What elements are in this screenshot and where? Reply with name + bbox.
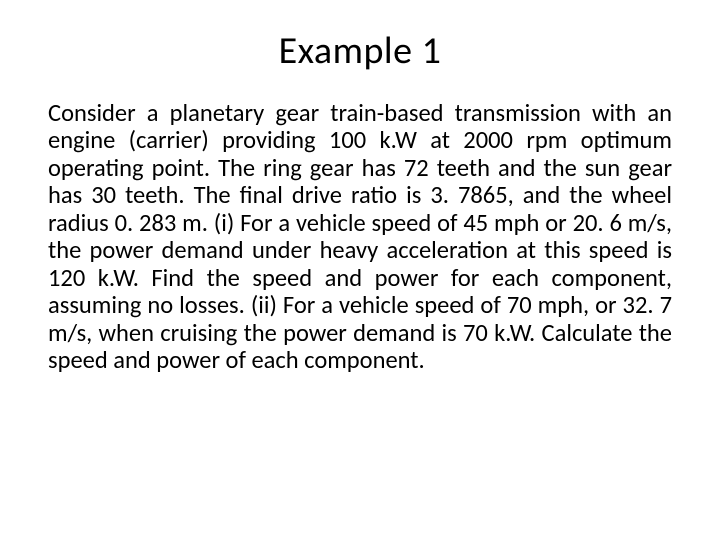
slide-body-text: Consider a planetary gear train-based tr…	[48, 100, 672, 374]
slide: Example 1 Consider a planetary gear trai…	[0, 0, 720, 540]
slide-title: Example 1	[48, 28, 672, 74]
